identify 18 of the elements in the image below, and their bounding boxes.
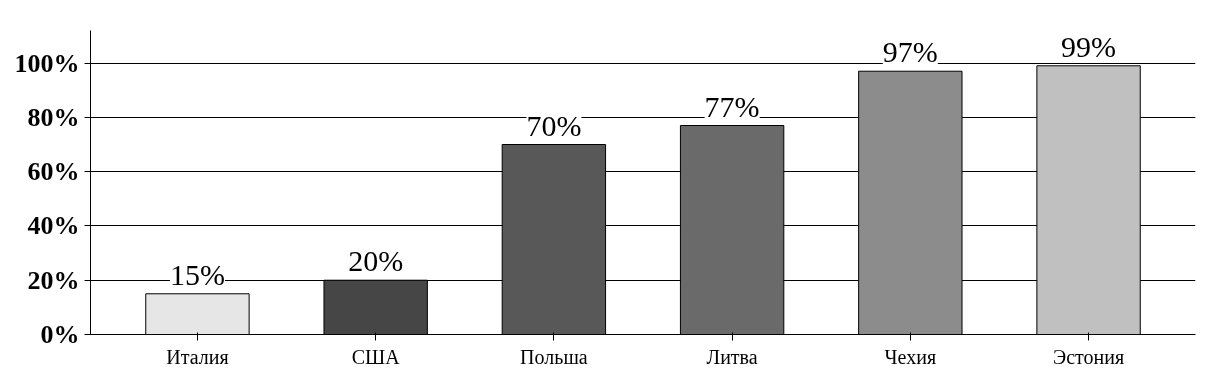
y-tick-label: 40% (27, 211, 80, 241)
data-label: 97% (882, 35, 938, 69)
y-tick-label: 20% (27, 265, 80, 295)
x-tick-label: Чехия (884, 345, 937, 368)
x-tick-label: США (351, 345, 401, 368)
y-tick-label: 0% (40, 320, 80, 349)
y-tick-label: 100% (14, 48, 80, 78)
y-tick-label: 80% (27, 102, 80, 132)
data-label: 70% (526, 108, 582, 142)
y-tick-label: 60% (27, 157, 80, 187)
data-label: 15% (169, 257, 225, 291)
data-label: 20% (348, 244, 404, 278)
x-tick-label: Литва (706, 345, 758, 368)
x-tick-label: Италия (166, 345, 229, 368)
x-tick-label: Эстония (1052, 345, 1125, 368)
x-tick-label: Польша (520, 345, 588, 368)
data-label: 77% (704, 89, 760, 123)
data-label: 99% (1061, 29, 1117, 63)
